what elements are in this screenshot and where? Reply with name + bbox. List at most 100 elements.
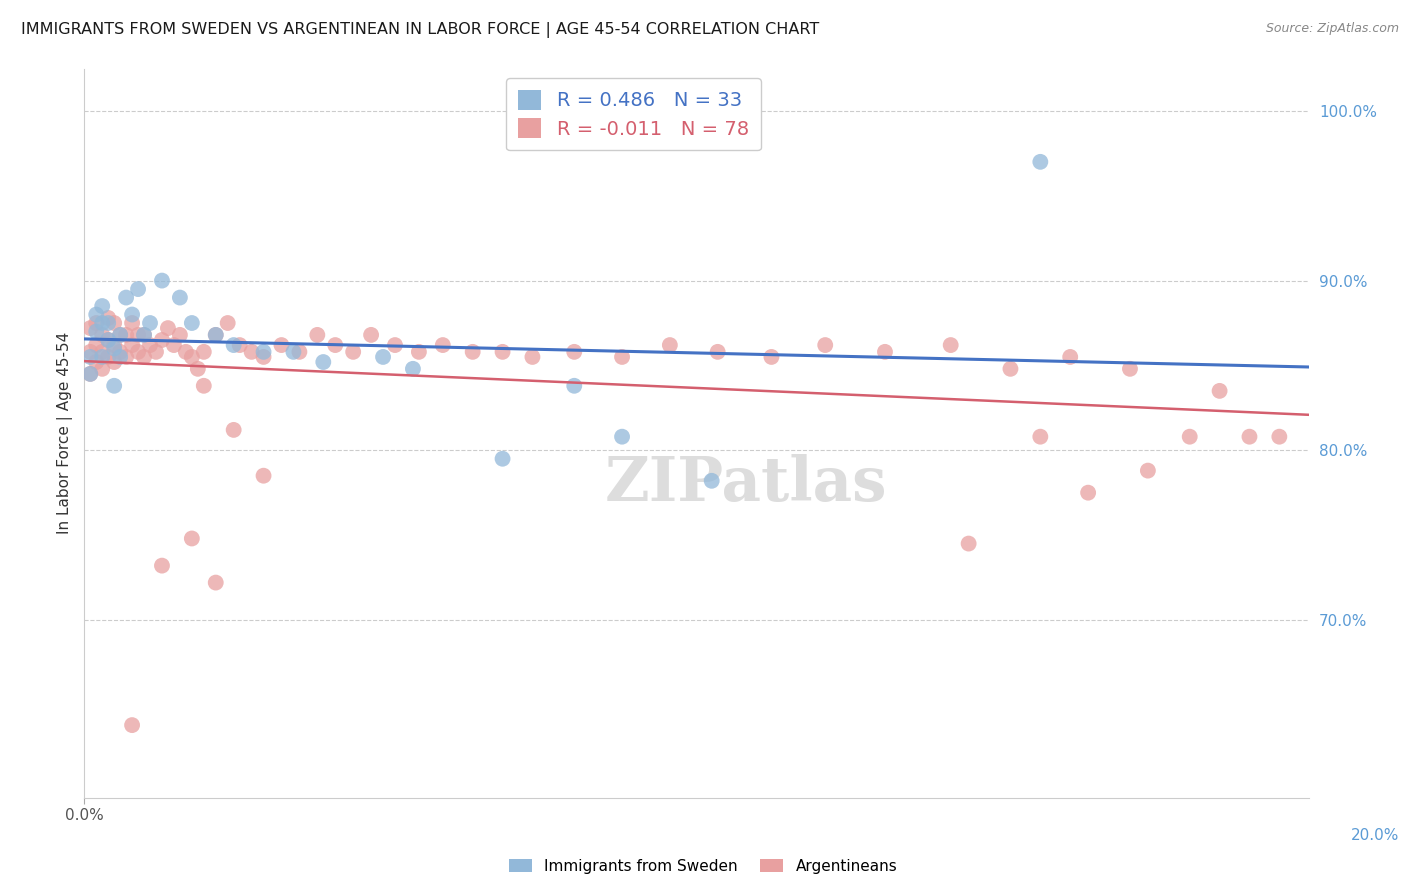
Point — [127, 282, 149, 296]
Point — [1239, 430, 1261, 444]
Point — [217, 316, 239, 330]
Point — [180, 316, 202, 330]
Point — [79, 367, 101, 381]
Point — [610, 350, 633, 364]
Point — [658, 338, 681, 352]
Point — [252, 344, 274, 359]
Point — [252, 468, 274, 483]
Point — [873, 344, 896, 359]
Point — [1077, 485, 1099, 500]
Point — [342, 344, 364, 359]
Point — [761, 350, 783, 364]
Point — [270, 338, 292, 352]
Point — [84, 325, 107, 339]
Point — [103, 355, 125, 369]
Point — [204, 575, 226, 590]
Point — [402, 361, 425, 376]
Point — [307, 327, 329, 342]
Point — [939, 338, 962, 352]
Point — [1178, 430, 1201, 444]
Point — [115, 291, 138, 305]
Point — [706, 344, 728, 359]
Point — [323, 338, 346, 352]
Text: 20.0%: 20.0% — [1351, 828, 1399, 843]
Point — [1059, 350, 1081, 364]
Point — [283, 344, 305, 359]
Point — [384, 338, 406, 352]
Point — [103, 378, 125, 392]
Point — [108, 350, 131, 364]
Point — [252, 350, 274, 364]
Point — [150, 274, 173, 288]
Point — [84, 308, 107, 322]
Point — [127, 344, 149, 359]
Point — [222, 338, 245, 352]
Point — [108, 327, 131, 342]
Point — [169, 291, 191, 305]
Point — [562, 378, 585, 392]
Text: Source: ZipAtlas.com: Source: ZipAtlas.com — [1265, 22, 1399, 36]
Point — [610, 430, 633, 444]
Point — [139, 316, 162, 330]
Point — [222, 423, 245, 437]
Point — [491, 451, 513, 466]
Point — [121, 316, 143, 330]
Point — [193, 344, 215, 359]
Point — [115, 327, 138, 342]
Point — [79, 350, 101, 364]
Point — [1268, 430, 1291, 444]
Point — [408, 344, 430, 359]
Point — [204, 327, 226, 342]
Legend: Immigrants from Sweden, Argentineans: Immigrants from Sweden, Argentineans — [502, 853, 904, 880]
Point — [97, 350, 120, 364]
Point — [1029, 430, 1052, 444]
Point — [187, 361, 209, 376]
Point — [180, 350, 202, 364]
Point — [174, 344, 197, 359]
Point — [121, 338, 143, 352]
Point — [156, 321, 179, 335]
Point — [127, 327, 149, 342]
Point — [103, 342, 125, 356]
Point — [139, 338, 162, 352]
Point — [193, 378, 215, 392]
Point — [103, 338, 125, 352]
Point — [1136, 464, 1159, 478]
Point — [240, 344, 263, 359]
Point — [145, 344, 167, 359]
Point — [700, 474, 723, 488]
Point — [103, 316, 125, 330]
Point — [1000, 361, 1022, 376]
Point — [312, 355, 335, 369]
Text: IMMIGRANTS FROM SWEDEN VS ARGENTINEAN IN LABOR FORCE | AGE 45-54 CORRELATION CHA: IMMIGRANTS FROM SWEDEN VS ARGENTINEAN IN… — [21, 22, 820, 38]
Point — [228, 338, 250, 352]
Point — [461, 344, 484, 359]
Point — [91, 361, 114, 376]
Point — [97, 333, 120, 347]
Point — [204, 327, 226, 342]
Point — [108, 327, 131, 342]
Point — [562, 344, 585, 359]
Point — [132, 327, 155, 342]
Point — [1208, 384, 1230, 398]
Point — [115, 350, 138, 364]
Point — [79, 321, 101, 335]
Point — [79, 367, 101, 381]
Point — [84, 316, 107, 330]
Point — [1029, 154, 1052, 169]
Point — [1119, 361, 1142, 376]
Y-axis label: In Labor Force | Age 45-54: In Labor Force | Age 45-54 — [58, 332, 73, 534]
Point — [150, 558, 173, 573]
Point — [91, 327, 114, 342]
Point — [79, 344, 101, 359]
Point — [121, 718, 143, 732]
Point — [132, 327, 155, 342]
Point — [132, 350, 155, 364]
Point — [84, 355, 107, 369]
Point — [91, 299, 114, 313]
Point — [84, 338, 107, 352]
Point — [360, 327, 382, 342]
Point — [97, 333, 120, 347]
Point — [150, 333, 173, 347]
Point — [97, 316, 120, 330]
